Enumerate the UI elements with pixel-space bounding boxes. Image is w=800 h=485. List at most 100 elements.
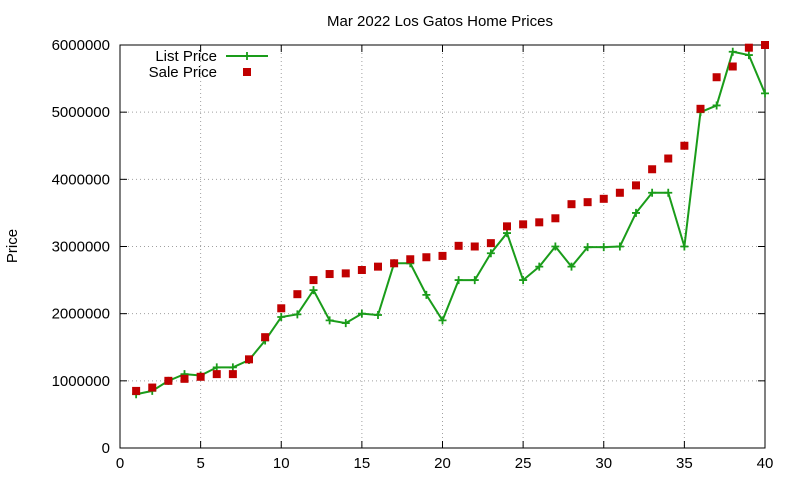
- list-price-point: [503, 229, 511, 238]
- sale-price-point: [567, 200, 576, 209]
- series-0: [132, 47, 769, 399]
- list-price-point: [341, 319, 350, 328]
- list-price-point: [422, 290, 431, 299]
- list-price-point: [357, 309, 366, 318]
- y-tick-label: 1000000: [52, 373, 110, 390]
- legend-label-list-price: List Price: [155, 48, 217, 65]
- list-price-point: [535, 262, 544, 271]
- list-price-point: [486, 249, 495, 258]
- sale-price-point: [261, 333, 270, 342]
- list-price-point: [615, 242, 624, 251]
- y-tick-label: 4000000: [52, 171, 110, 188]
- list-price-point: [454, 276, 463, 285]
- y-tick-label: 5000000: [52, 104, 110, 121]
- x-tick-label: 5: [196, 455, 204, 472]
- y-axis-label: Price: [4, 229, 21, 263]
- list-price-point: [744, 51, 753, 60]
- list-price-point: [212, 363, 221, 372]
- sale-price-point: [744, 43, 753, 52]
- sale-price-point: [309, 276, 318, 285]
- grid-lines: [120, 45, 765, 448]
- y-tick-label: 6000000: [52, 37, 110, 54]
- x-tick-label: 30: [595, 455, 612, 472]
- list-price-point: [438, 316, 447, 325]
- list-price-point: [325, 316, 334, 325]
- legend: List Price Sale Price: [149, 48, 268, 81]
- axis-ticks: [119, 44, 766, 449]
- list-price-point: [680, 242, 689, 251]
- chart-title: Mar 2022 Los Gatos Home Prices: [327, 13, 553, 30]
- sale-price-point: [680, 141, 689, 150]
- sale-price-point: [212, 370, 221, 379]
- sale-price-point: [583, 198, 592, 207]
- list-price-point: [309, 286, 318, 295]
- sale-price-point: [164, 376, 173, 385]
- y-tick-label: 3000000: [52, 239, 110, 256]
- sale-price-point: [357, 266, 366, 275]
- sale-price-point: [486, 239, 495, 248]
- list-price-point: [470, 276, 479, 285]
- sale-price-point: [293, 290, 302, 299]
- sale-price-point: [180, 374, 189, 383]
- x-tick-label: 15: [354, 455, 371, 472]
- sale-price-point: [196, 372, 205, 381]
- list-price-point: [567, 262, 576, 271]
- list-price-point: [599, 243, 608, 252]
- sale-price-point: [132, 386, 141, 395]
- series-layer: [132, 41, 769, 399]
- sale-price-point: [535, 218, 544, 227]
- sale-price-point: [341, 269, 350, 278]
- list-price-point: [648, 188, 657, 197]
- sale-price-point: [390, 259, 399, 268]
- x-tick-label: 0: [116, 455, 124, 472]
- sale-price-point: [503, 222, 511, 231]
- legend-swatch-sale-price: [243, 68, 251, 76]
- list-price-point: [228, 363, 237, 372]
- sale-price-point: [648, 165, 657, 174]
- list-price-point: [374, 311, 382, 320]
- list-price-point: [712, 101, 721, 110]
- sale-price-point: [470, 242, 479, 251]
- legend-label-sale-price: Sale Price: [149, 64, 217, 81]
- legend-square-marker: [243, 68, 251, 76]
- sale-price-point: [761, 41, 769, 49]
- list-price-point: [519, 276, 528, 285]
- series-1: [132, 41, 769, 395]
- y-tick-labels: 0 1000000 2000000 3000000 4000000 5000000 6000…: [52, 37, 110, 457]
- sale-price-point: [148, 383, 157, 392]
- x-tick-label: 35: [676, 455, 693, 472]
- legend-plus-marker: [243, 52, 251, 60]
- list-price-point: [632, 208, 640, 217]
- sale-price-point: [325, 270, 334, 279]
- sale-price-point: [406, 255, 415, 264]
- sale-price-point: [519, 220, 528, 229]
- series-line-list-price: [135, 50, 766, 396]
- list-price-point: [293, 310, 302, 319]
- sale-price-point: [454, 241, 463, 250]
- x-tick-labels: 0 5 10 15 20 25 30 35 40: [116, 455, 774, 472]
- sale-price-point: [599, 194, 608, 203]
- list-price-point: [664, 188, 673, 197]
- sale-price-point: [664, 154, 673, 163]
- x-tick-label: 40: [757, 455, 774, 472]
- legend-swatch-list-price: [226, 52, 268, 60]
- sale-price-point: [438, 251, 447, 260]
- list-price-point: [761, 89, 769, 98]
- sale-price-point: [374, 262, 382, 271]
- list-price-point: [728, 47, 737, 56]
- x-tick-label: 25: [515, 455, 532, 472]
- y-tick-label: 2000000: [52, 306, 110, 323]
- y-tick-label: 0: [102, 440, 110, 457]
- sale-price-point: [696, 104, 705, 113]
- list-price-point: [277, 313, 286, 322]
- sale-price-point: [615, 188, 624, 197]
- sale-price-point: [712, 73, 721, 82]
- list-price-point: [583, 243, 592, 252]
- x-tick-label: 10: [273, 455, 290, 472]
- sale-price-point: [277, 304, 286, 313]
- sale-price-point: [551, 214, 560, 223]
- sale-price-point: [422, 253, 431, 262]
- sale-price-point: [245, 355, 253, 364]
